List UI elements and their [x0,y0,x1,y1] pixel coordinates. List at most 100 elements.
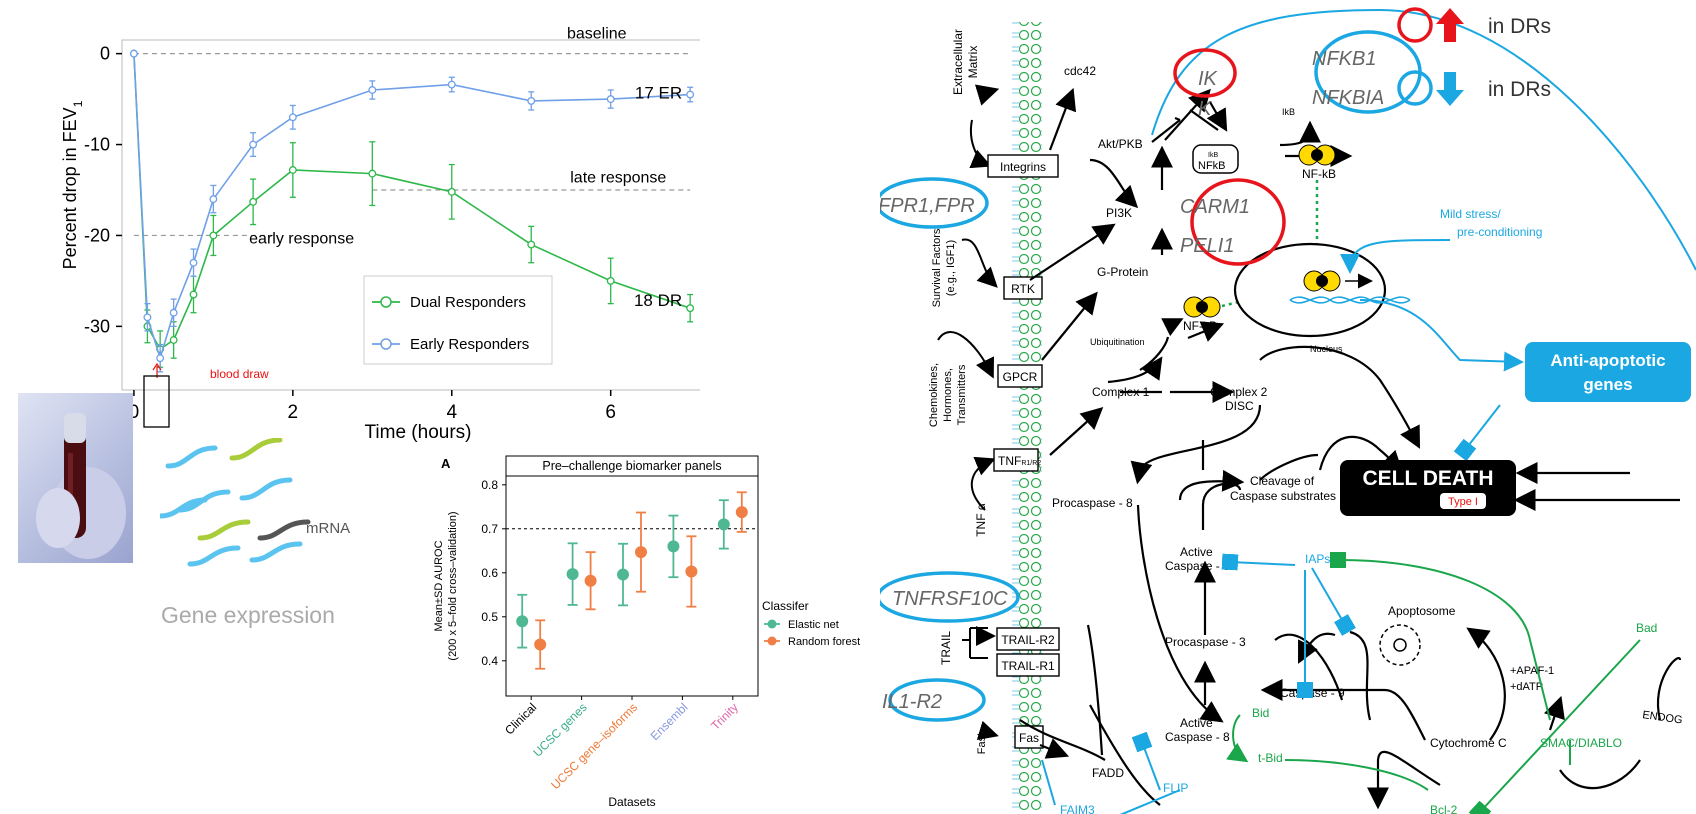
legend-down-text: in DRs [1488,78,1551,101]
ikb-in-complex: IkB [1208,152,1218,159]
node-akt-pkb: Akt/PKB [1098,137,1143,151]
data-point [189,258,198,267]
receptor-label-tnfr: TNFR1/R2 [998,454,1041,468]
data-point [368,169,377,178]
highlight-ring [888,678,986,722]
auroc-plot-area [505,475,759,697]
data-point [717,518,730,531]
highlighted-gene: NFKBIA [1312,87,1384,109]
y-tick-label: 0.5 [481,610,498,624]
legend-marker [380,338,392,350]
ikb-nfkb-complex [1192,144,1239,174]
legend-box [363,275,553,365]
highlighted-gene: IK [1198,68,1219,90]
reference-label: early response [249,231,354,248]
apoptosome-icon [1379,624,1421,666]
data-point [635,546,647,559]
nfkb-dimer-mid [1183,296,1221,318]
data-point [249,140,258,149]
node-datp: +dATP [1510,681,1543,693]
data-point [617,568,629,581]
receptor-label: GPCR [1003,370,1038,384]
receptor-box [1003,276,1043,300]
up-arrow-icon [1436,8,1464,42]
x-tick-label: 0 [129,402,140,423]
node-procaspase8: Procaspase - 8 [1052,496,1133,510]
cell-membrane [1012,22,1042,814]
node-ubiquitination: Ubiquitination [1090,337,1145,347]
y-tick-label: 0.7 [481,522,498,536]
data-point [447,187,456,196]
fev1-line-chart: 0 2 4 6 0 -10 -20 -30 baseline late response earl… [84,26,700,423]
receptor-label: TRAIL-R1 [1001,659,1055,673]
node-fadd: FADD [1092,766,1124,780]
data-point [516,615,529,628]
auroc-panel-chart: A Pre–challenge biomarker panels 0.8 0.7 0.6… [433,455,860,809]
highlighted-gene: TNFRSF10C [892,588,1008,610]
data-point [606,95,615,104]
anti-apoptotic-genes-box [1525,342,1691,402]
nfkb-dimer-nucleus [1303,270,1341,292]
node-complex2-disc: DISC [1225,399,1254,413]
data-point [189,290,198,299]
x-tick-label: 4 [446,402,457,423]
node-smac: SMAC/DIABLO [1540,736,1622,750]
node-complex1: Complex 1 [1092,385,1150,399]
nfkb1-arc [1151,8,1696,271]
receptor-box [997,364,1043,388]
y-tick-label: 0.6 [481,566,498,580]
node-mild-stress: Mild stress/ [1440,207,1501,221]
node-active-caspase3-b: Caspase - 3 [1165,559,1230,573]
node-cdc42: cdc42 [1064,64,1096,78]
node-active-caspase3: Active [1180,545,1213,559]
x-tick-label: Clinical [502,700,539,737]
node-pi3k: PI3K [1106,206,1132,220]
data-point [209,195,218,204]
node-nucleus: Nucleus [1310,344,1343,354]
legend-up-text: in DRs [1488,15,1551,38]
fev1-annotations: Percent drop in FEV1 Time (hours) blood … [60,100,471,443]
ligand-tnf-alpha: TNF α [974,503,988,537]
node-bid: Bid [1252,706,1269,720]
data-point [129,49,138,58]
legend-label: Elastic net [788,619,839,631]
ligand-extracellular-matrix: ExtracellularMatrix [951,29,980,95]
y-axis-label-2: (200 x 5–fold cross–validation) [447,511,459,660]
down-arrow-icon [1436,72,1464,106]
node-nfkb-top: NF-kB [1302,167,1336,181]
ligand-trail: TRAIL [939,631,953,665]
panel-letter: A [441,456,451,471]
receptor-box [987,154,1059,178]
data-point [288,113,297,122]
receptor-label: Integrins [1000,160,1046,174]
dna-helix [1289,296,1411,304]
highlighted-gene: IL1-R2 [882,691,942,713]
node-bcl2: Bcl-2 [1430,803,1458,814]
legend-marker [767,636,777,646]
node-active-caspase8-b: Caspase - 8 [1165,730,1230,744]
highlighted-gene: K [1198,98,1213,120]
y-tick-label: -30 [84,316,110,336]
legend-label: Random forest [788,636,860,648]
blood-draw-tick-box [143,375,170,428]
node-iaps: IAPs [1305,552,1330,566]
node-caspase9: Caspase - 9 [1280,686,1345,700]
data-point [527,240,536,249]
receptor-label: Fas [1019,731,1039,745]
data-point [566,568,579,581]
blood-draw-label: blood draw [210,367,269,381]
data-point [156,354,165,363]
data-point [667,540,680,553]
y-tick-label: 0.8 [481,478,498,492]
x-tick-label: 2 [288,402,299,423]
node-preconditioning: pre-conditioning [1457,225,1542,239]
data-point [209,231,218,240]
nfkb-in-complex: NFkB [1198,160,1226,172]
data-point [534,638,547,651]
data-point [368,86,377,94]
node-cleavage-sub: Caspase substrates [1230,489,1336,503]
highlighted-gene: FPR1,FPR [880,195,975,217]
data-point [584,574,597,587]
receptor-label: TRAIL-R2 [1001,633,1055,647]
anti-apoptotic-line1: Anti-apoptotic [1550,351,1665,370]
